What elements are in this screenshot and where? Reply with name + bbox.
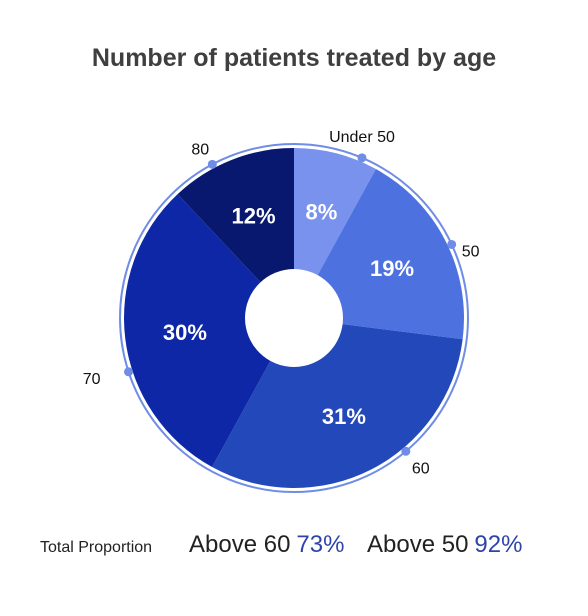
slice-80 (177, 148, 294, 318)
slice-value-label: 31% (322, 404, 366, 429)
category-marker (207, 159, 217, 169)
slice-value-label: 12% (231, 204, 275, 229)
above-60-stat: Above 60 73% (189, 531, 344, 559)
above-60-value: 73% (296, 531, 345, 558)
slice-70 (124, 194, 295, 467)
category-marker (124, 367, 134, 377)
slice-value-label: 19% (370, 256, 414, 281)
chart-title: Number of patients treated by age (91, 44, 497, 72)
donut-hole (245, 269, 343, 367)
slice-value-label: 30% (163, 320, 207, 345)
category-label: 70 (83, 371, 101, 388)
total-proportion-label: Total Proportion (40, 539, 153, 556)
above-60-label: Above 60 (189, 531, 291, 558)
above-50-stat: Above 50 92% (367, 531, 522, 559)
donut-chart: 8% 19% 31% 30% 12% Under 50 50 60 70 80 (83, 129, 480, 493)
category-label: 60 (412, 460, 430, 477)
category-label: 50 (462, 243, 480, 260)
category-marker (401, 446, 411, 456)
above-50-value: 92% (474, 531, 523, 558)
above-50-label: Above 50 (367, 531, 469, 558)
category-marker (357, 153, 367, 163)
outer-ring (119, 143, 469, 493)
category-label: Under 50 (329, 129, 395, 146)
category-label: 80 (191, 141, 209, 158)
slice-value-label: 8% (305, 199, 337, 224)
category-marker (447, 239, 457, 249)
